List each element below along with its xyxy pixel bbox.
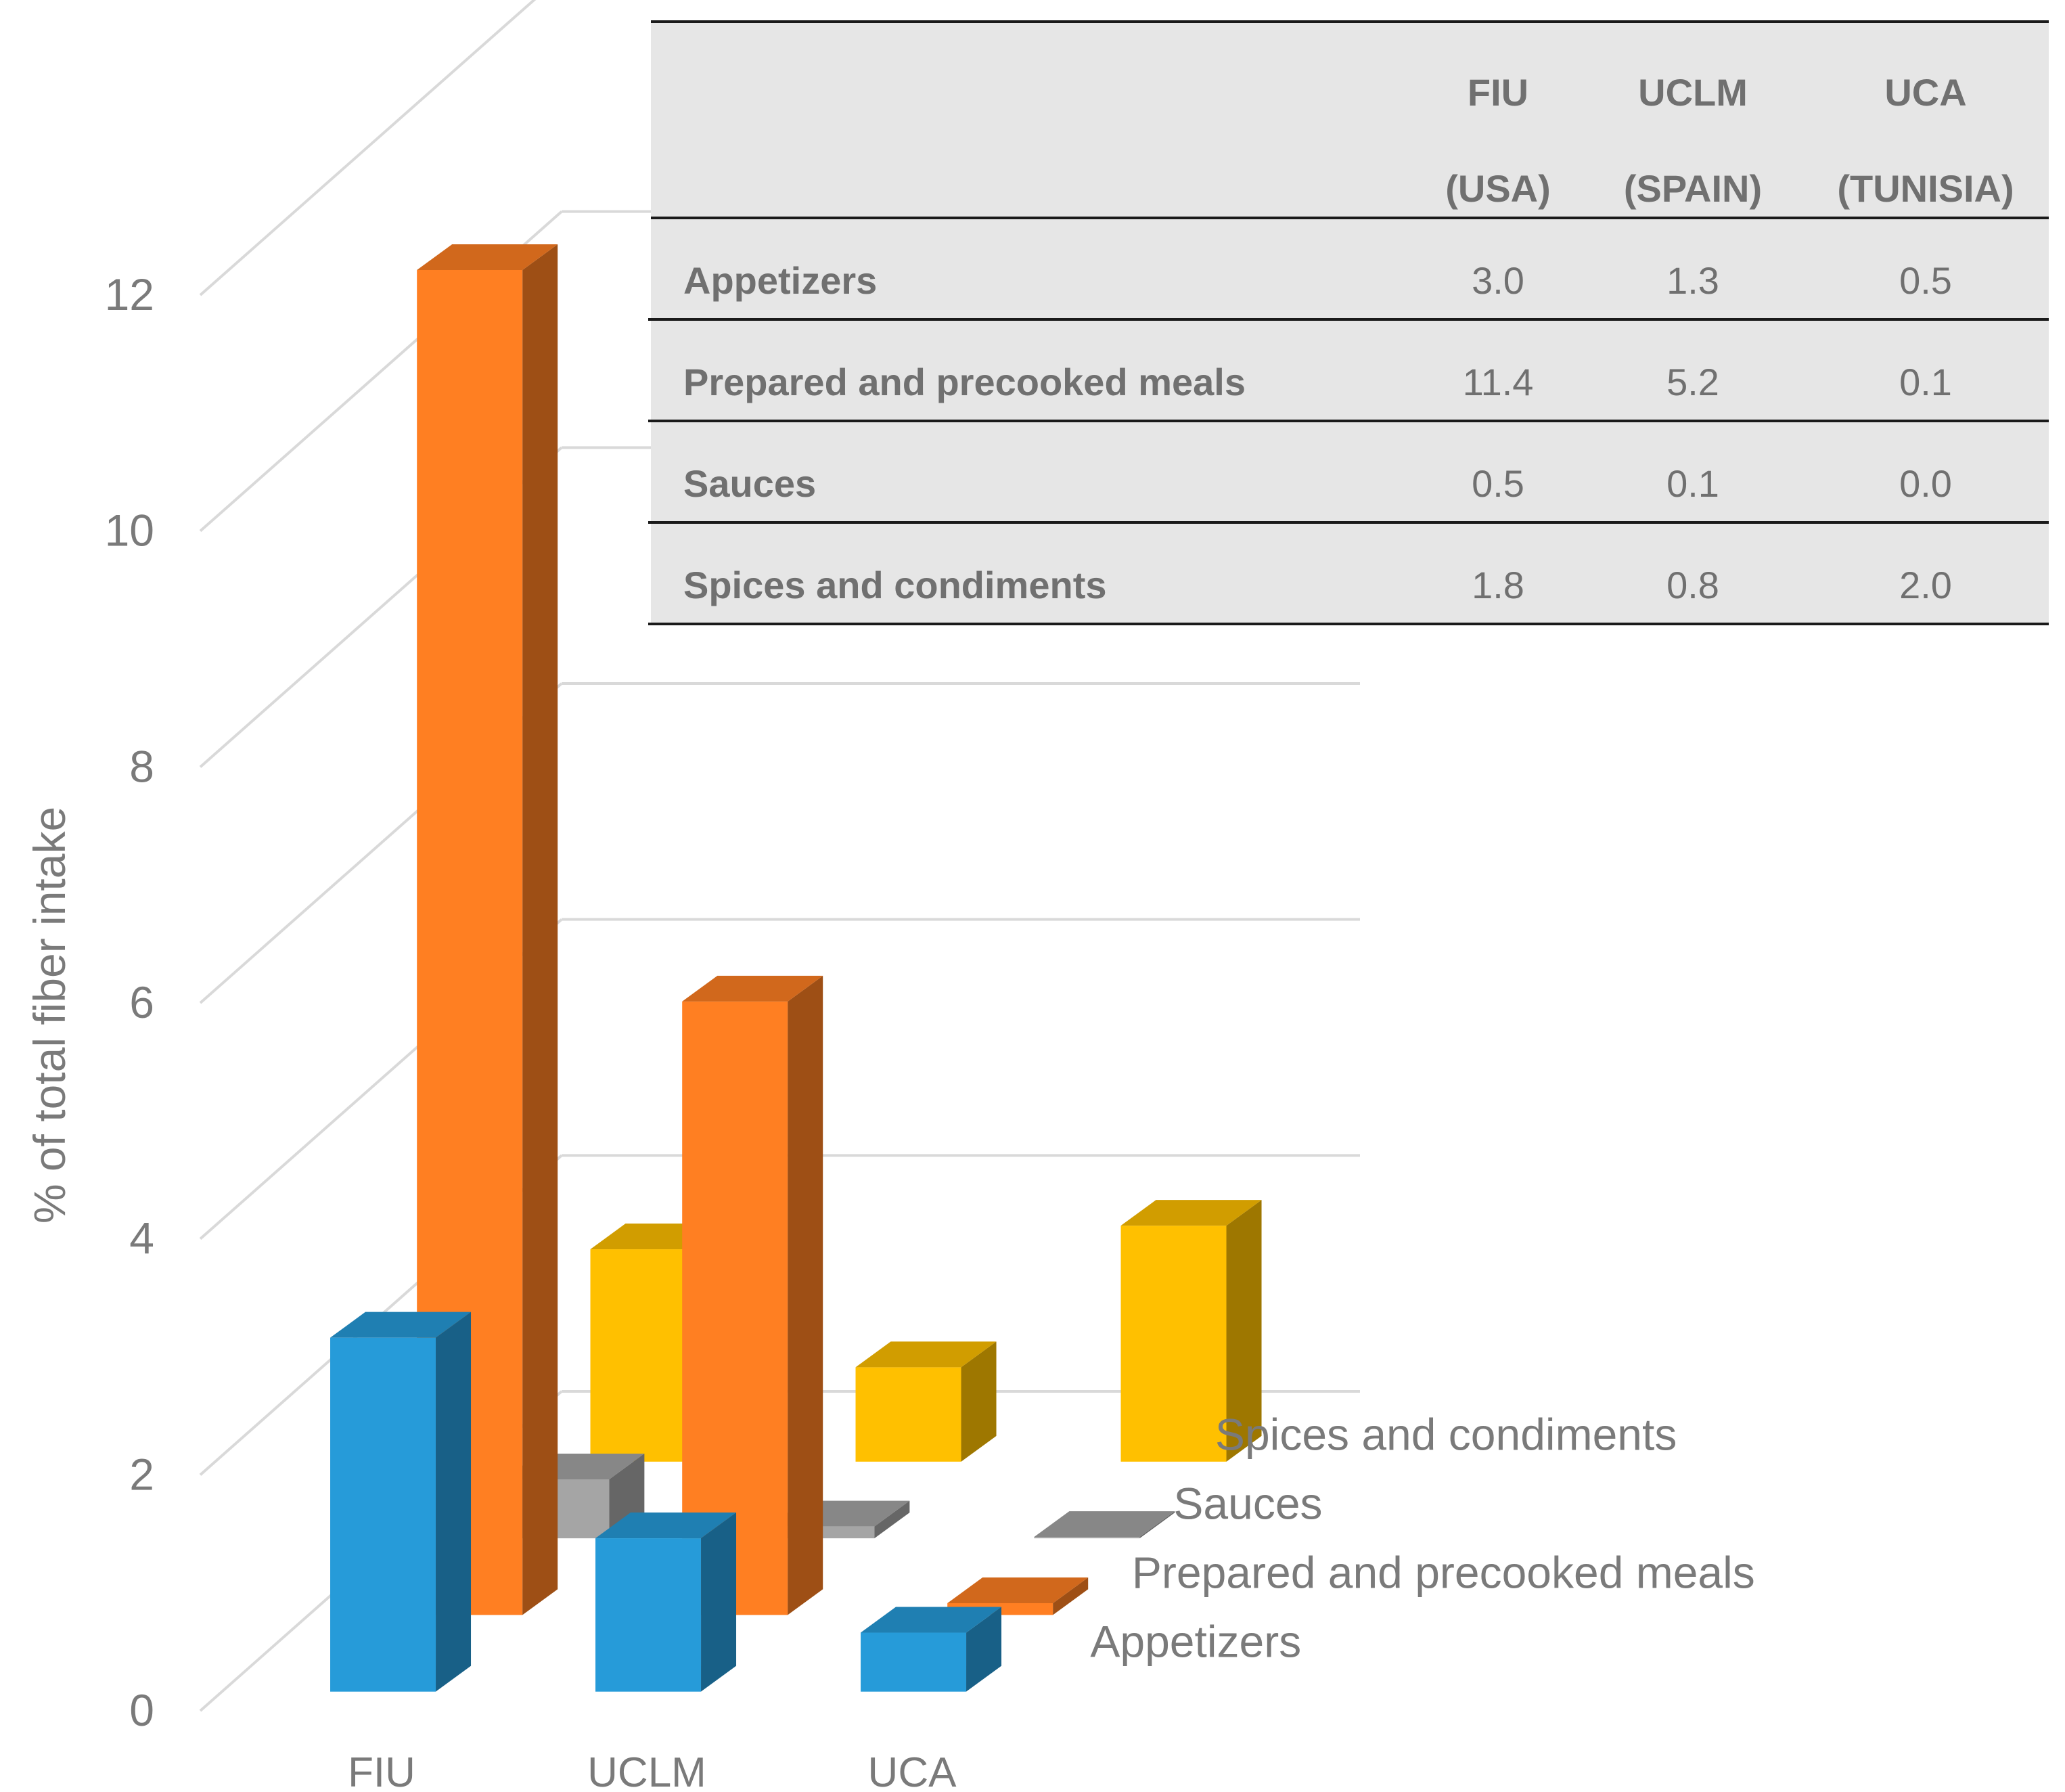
y-tick-label: 2 xyxy=(129,1449,154,1499)
series-label: Appetizers xyxy=(1090,1617,1301,1667)
table-row-label: Prepared and precooked meals xyxy=(683,361,1246,403)
table-header-bottom: (USA) xyxy=(1445,167,1551,210)
bar-front-face xyxy=(595,1538,702,1692)
bar-front-face xyxy=(855,1367,961,1462)
bar-appetizers-uclm xyxy=(595,1513,737,1692)
bar-front-face xyxy=(590,1249,696,1462)
table-cell: 2.0 xyxy=(1899,564,1952,606)
table-cell: 1.8 xyxy=(1472,564,1524,606)
bar-side-face xyxy=(1226,1200,1262,1462)
bar-sauces-uca xyxy=(1034,1511,1175,1539)
series-label: Sauces xyxy=(1173,1479,1322,1529)
bar-side-face xyxy=(966,1607,1002,1692)
y-tick-label: 0 xyxy=(129,1685,154,1735)
bar-front-face xyxy=(1034,1537,1140,1539)
series-label: Spices and condiments xyxy=(1215,1410,1677,1460)
bar-appetizers-fiu xyxy=(330,1312,472,1692)
y-tick-label: 12 xyxy=(105,269,154,319)
table-cell: 11.4 xyxy=(1463,361,1534,403)
data-table: FIU UCLM UCA (USA) (SPAIN) (TUNISIA) Appetizer… xyxy=(648,20,2049,625)
bar-spices-and-condiments-uclm xyxy=(855,1341,997,1462)
x-category-labels: FIU UCLM UCA xyxy=(348,1749,957,1792)
bar-spices-and-condiments-uca xyxy=(1120,1200,1262,1462)
x-category-label: UCA xyxy=(868,1749,957,1792)
table-cell: 0.1 xyxy=(1899,361,1952,403)
series-label: Prepared and precooked meals xyxy=(1132,1548,1755,1598)
bar-side-face xyxy=(788,975,823,1615)
gridline-wall xyxy=(199,0,537,296)
table-cell: 0.8 xyxy=(1666,564,1719,606)
bar-top-face xyxy=(330,1312,472,1338)
y-axis-title: % of total fiber intake xyxy=(24,807,74,1224)
table-cell: 5.2 xyxy=(1666,361,1719,403)
bar-front-face xyxy=(1120,1226,1227,1462)
bar-side-face xyxy=(874,1500,910,1539)
series-labels: Appetizers Prepared and precooked meals Sa… xyxy=(1090,1410,1754,1667)
bar-top-face xyxy=(947,1577,1089,1603)
bar-top-face xyxy=(861,1607,1002,1633)
bar-top-face xyxy=(1120,1200,1262,1226)
table-header-bottom: (TUNISIA) xyxy=(1837,167,2014,210)
table-cell: 1.3 xyxy=(1666,259,1719,302)
bar-top-face xyxy=(595,1513,737,1539)
bar-appetizers-uca xyxy=(861,1607,1002,1692)
table-cell: 0.5 xyxy=(1899,259,1952,302)
table-header-top: FIU xyxy=(1468,71,1528,114)
bar-top-face xyxy=(855,1341,997,1368)
y-tick-label: 6 xyxy=(129,977,154,1027)
table-row-label: Appetizers xyxy=(683,259,877,302)
table-header-top: UCLM xyxy=(1638,71,1748,114)
bar-top-face xyxy=(682,975,823,1002)
bar-front-face xyxy=(861,1632,967,1692)
bar-side-face xyxy=(522,244,558,1615)
table-row-label: Spices and condiments xyxy=(683,564,1107,606)
table-cell: 0.0 xyxy=(1899,462,1952,505)
bars xyxy=(330,244,1262,1692)
table-background xyxy=(651,22,2049,624)
x-category-label: UCLM xyxy=(587,1749,706,1792)
x-category-label: FIU xyxy=(348,1749,415,1792)
bar-side-face xyxy=(1139,1511,1175,1539)
bar-side-face xyxy=(961,1341,997,1462)
y-tick-label: 8 xyxy=(129,741,154,791)
bar-front-face xyxy=(330,1337,436,1692)
table-cell: 0.1 xyxy=(1666,462,1719,505)
bar-top-face xyxy=(417,244,558,270)
y-tick-label: 4 xyxy=(129,1213,154,1263)
y-tick-labels: 0 2 4 6 8 10 12 xyxy=(105,269,154,1735)
bar-side-face xyxy=(701,1513,737,1692)
table-header-bottom: (SPAIN) xyxy=(1624,167,1762,210)
y-tick-label: 10 xyxy=(105,506,154,556)
table-row-label: Sauces xyxy=(683,462,816,505)
bar-side-face xyxy=(1053,1577,1089,1615)
table-cell: 3.0 xyxy=(1472,259,1524,302)
bar-side-face xyxy=(436,1312,472,1692)
table-header-top: UCA xyxy=(1884,71,1966,114)
table-cell: 0.5 xyxy=(1472,462,1524,505)
bar-top-face xyxy=(1034,1511,1175,1538)
